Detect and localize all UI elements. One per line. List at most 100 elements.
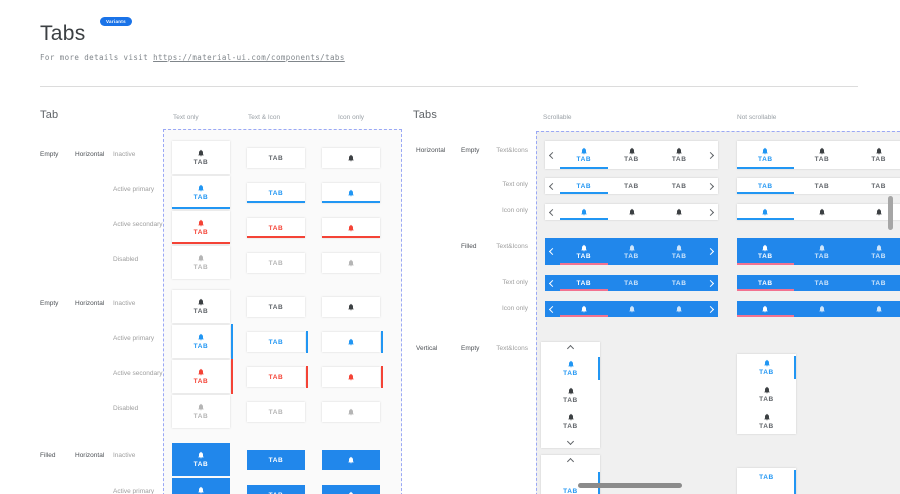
- tab-text-only[interactable]: TAB: [247, 148, 305, 168]
- chevron-down-icon[interactable]: [566, 437, 575, 446]
- tab-text-icon[interactable]: TAB: [794, 141, 851, 169]
- tabs-bar-fixed: TAB TAB TAB: [737, 141, 900, 169]
- tab-text-icon[interactable]: TAB: [172, 359, 233, 394]
- tab-text-icon[interactable]: TAB: [850, 141, 900, 169]
- tab-icon-only[interactable]: [322, 297, 380, 317]
- docs-link[interactable]: https://material-ui.com/components/tabs: [153, 53, 345, 62]
- tab-text-only[interactable]: TAB: [247, 297, 305, 317]
- tab-icon-only[interactable]: [794, 301, 851, 317]
- tab-text-icon[interactable]: TAB: [737, 354, 796, 381]
- tab-text-only[interactable]: TAB: [247, 183, 305, 203]
- tab-icon-only[interactable]: [655, 204, 703, 220]
- tab-text-icon[interactable]: TAB: [172, 176, 230, 209]
- tab-text-only[interactable]: TAB: [794, 178, 851, 194]
- tab-text-only[interactable]: TAB: [608, 275, 656, 291]
- tab-icon-only[interactable]: [322, 331, 383, 353]
- tab-icon-only[interactable]: [322, 402, 380, 422]
- active-indicator: [306, 366, 308, 388]
- tab-text-icon[interactable]: TAB: [172, 443, 230, 476]
- tab-text-only[interactable]: TAB: [541, 468, 600, 494]
- tab-text-only[interactable]: TAB: [737, 178, 794, 194]
- chevron-up-icon[interactable]: [566, 457, 575, 466]
- tab-text-only[interactable]: TAB: [247, 450, 305, 470]
- tab-text-only[interactable]: TAB: [247, 485, 305, 494]
- tab-icon-only[interactable]: [737, 204, 794, 220]
- tab-text-icon[interactable]: TAB: [655, 238, 703, 265]
- horizontal-scrollbar-thumb[interactable]: [578, 483, 682, 488]
- tab-text-icon[interactable]: TAB: [794, 238, 851, 265]
- tab-text-icon[interactable]: TAB: [172, 478, 230, 494]
- tab-label: TAB: [193, 229, 209, 236]
- tab-text-icon[interactable]: TAB: [541, 408, 600, 435]
- tab-text-only[interactable]: TAB: [247, 402, 305, 422]
- tab-icon-only[interactable]: [322, 183, 380, 203]
- bell-icon: [819, 147, 825, 155]
- tab-text-icon[interactable]: TAB: [737, 141, 794, 169]
- tab-text-icon[interactable]: TAB: [608, 238, 656, 265]
- tab-text-icon[interactable]: TAB: [172, 290, 230, 323]
- chevron-left-icon[interactable]: [548, 182, 557, 190]
- tabs-vertical-fixed: TAB TAB TAB: [737, 354, 796, 434]
- tab-text-only[interactable]: TAB: [655, 275, 703, 291]
- tab-icon-only[interactable]: [322, 253, 380, 273]
- tab-text-icon[interactable]: TAB: [541, 355, 600, 382]
- tab-text-only[interactable]: TAB: [737, 468, 796, 494]
- tab-text-icon[interactable]: TAB: [172, 395, 230, 428]
- tab-icon-only[interactable]: [560, 301, 608, 317]
- tab-icon-only[interactable]: [322, 450, 380, 470]
- tab-icon-only[interactable]: [737, 301, 794, 317]
- tab-text-only[interactable]: TAB: [794, 275, 851, 291]
- tab-icon-only[interactable]: [322, 148, 380, 168]
- tab-icon-only[interactable]: [608, 301, 656, 317]
- tab-text-only[interactable]: TAB: [247, 366, 308, 388]
- tab-text-icon[interactable]: TAB: [655, 141, 703, 169]
- tab-text-icon[interactable]: TAB: [560, 141, 608, 169]
- tab-text-icon[interactable]: TAB: [737, 381, 796, 408]
- tab-icon-only[interactable]: [322, 485, 380, 494]
- tab-text-only[interactable]: TAB: [850, 275, 900, 291]
- tab-text-only[interactable]: TAB: [560, 275, 608, 291]
- tab-icon-only[interactable]: [655, 301, 703, 317]
- tab-text-only[interactable]: TAB: [247, 253, 305, 273]
- tab-icon-only[interactable]: [322, 366, 383, 388]
- tab-text-only[interactable]: TAB: [247, 218, 305, 238]
- tabs-bar-scrollable: TAB TAB TAB: [545, 275, 718, 291]
- tab-icon-only[interactable]: [608, 204, 656, 220]
- tab-text-only[interactable]: TAB: [560, 178, 608, 194]
- tab-text-icon[interactable]: TAB: [608, 141, 656, 169]
- tab-icon-only[interactable]: [794, 204, 851, 220]
- chevron-right-icon[interactable]: [706, 247, 715, 256]
- tab-text-icon[interactable]: TAB: [737, 408, 796, 434]
- tab-text-icon[interactable]: TAB: [737, 238, 794, 265]
- chevron-right-icon[interactable]: [706, 182, 715, 190]
- chevron-right-icon[interactable]: [706, 208, 715, 216]
- tab-text-icon[interactable]: TAB: [850, 238, 900, 265]
- tab-text-icon[interactable]: TAB: [172, 141, 230, 174]
- chevron-left-icon[interactable]: [548, 305, 557, 313]
- chevron-right-icon[interactable]: [706, 279, 715, 287]
- active-indicator: [560, 167, 608, 169]
- tab-label: TAB: [563, 396, 578, 404]
- chevron-up-icon[interactable]: [566, 344, 575, 353]
- tab-text-icon[interactable]: TAB: [560, 238, 608, 265]
- vertical-scrollbar-thumb[interactable]: [888, 196, 893, 230]
- chevron-left-icon[interactable]: [548, 279, 557, 287]
- tab-text-icon[interactable]: TAB: [172, 211, 230, 244]
- tab-text-only[interactable]: TAB: [247, 331, 308, 353]
- chevron-left-icon[interactable]: [548, 247, 557, 256]
- chevron-right-icon[interactable]: [706, 305, 715, 313]
- chevron-left-icon[interactable]: [548, 208, 557, 216]
- tab-text-icon[interactable]: TAB: [172, 246, 230, 279]
- chevron-left-icon[interactable]: [548, 151, 557, 159]
- orientation-label: Horizontal: [75, 300, 105, 307]
- tab-icon-only[interactable]: [850, 301, 900, 317]
- tab-text-only[interactable]: TAB: [608, 178, 656, 194]
- tab-text-only[interactable]: TAB: [737, 275, 794, 291]
- tab-text-icon[interactable]: TAB: [541, 382, 600, 409]
- tab-text-icon[interactable]: TAB: [172, 324, 233, 359]
- tab-icon-only[interactable]: [560, 204, 608, 220]
- chevron-right-icon[interactable]: [706, 151, 715, 159]
- tab-text-only[interactable]: TAB: [655, 178, 703, 194]
- tab-icon-only[interactable]: [322, 218, 380, 238]
- tab-text-only[interactable]: TAB: [850, 178, 900, 194]
